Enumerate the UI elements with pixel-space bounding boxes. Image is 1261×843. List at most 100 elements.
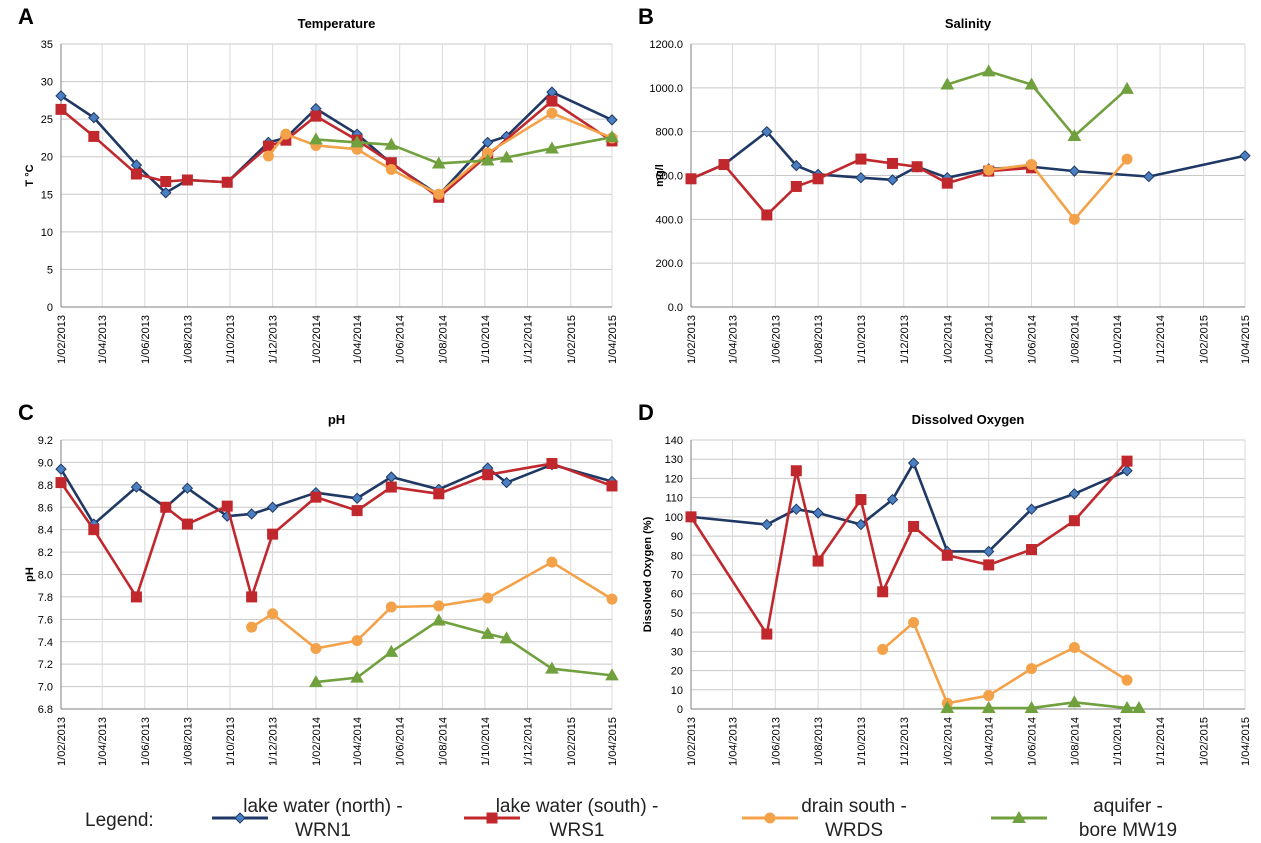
x-tick-label: 1/10/2013 — [225, 315, 237, 364]
x-tick-label: 1/02/2014 — [311, 717, 323, 766]
data-point-mw19 — [605, 130, 619, 143]
y-tick-label: 9.0 — [38, 457, 53, 469]
data-point-wrds — [433, 188, 445, 200]
series-line-mw19 — [315, 619, 613, 684]
x-tick-label: 1/06/2014 — [1027, 315, 1039, 364]
data-point-mw19 — [309, 675, 323, 688]
y-axis-label: pH — [24, 567, 36, 582]
chart-panel-B: B Salinity mg/l 0.0 200.0 400.0 600.0 800.0 1000… — [638, 4, 1252, 364]
data-point-wrds — [1121, 153, 1133, 165]
legend-entry-line1: lake water (north) - — [243, 796, 402, 817]
panel-letter: B — [638, 4, 654, 29]
data-point-wrds — [262, 150, 274, 162]
y-tick-label: 9.2 — [38, 435, 53, 447]
x-tick-label: 1/02/2014 — [942, 315, 954, 364]
data-point-wrds — [546, 107, 558, 119]
data-point-wrn1 — [790, 159, 803, 172]
data-point-mw19 — [350, 670, 364, 683]
data-point-wrs1 — [761, 628, 773, 640]
y-tick-label: 800.0 — [655, 127, 683, 139]
data-point-wrs1 — [267, 528, 279, 540]
x-tick-label: 1/10/2013 — [856, 717, 868, 766]
data-point-wrds — [310, 642, 322, 654]
y-tick-label: 30 — [41, 77, 53, 89]
x-tick-label: 1/12/2014 — [1155, 315, 1167, 364]
data-point-wrs1 — [160, 176, 172, 188]
series-line-wrn1 — [60, 90, 613, 197]
data-point-wrs1 — [160, 501, 172, 513]
chart-title: Salinity — [945, 16, 992, 31]
legend-entry-line2: WRN1 — [295, 820, 351, 841]
y-tick-label: 110 — [665, 493, 683, 505]
data-point-wrds — [1026, 663, 1038, 675]
legend-entry-line1: lake water (south) - — [496, 796, 659, 817]
y-tick-label: 130 — [665, 454, 683, 466]
data-point-wrn1 — [1068, 488, 1081, 500]
data-point-mw19 — [1120, 81, 1134, 94]
data-point-wrs1 — [310, 491, 322, 503]
legend-entry-wrn1: lake water (north) - WRN1 — [212, 796, 403, 841]
y-tick-label: 7.0 — [38, 682, 53, 694]
data-point-wrs1 — [983, 559, 995, 571]
y-tick-label: 200.0 — [655, 258, 683, 270]
x-tick-label: 1/02/2015 — [1199, 717, 1211, 766]
x-tick-label: 1/02/2014 — [942, 717, 954, 766]
x-tick-label: 1/04/2015 — [607, 717, 619, 766]
data-point-wrs1 — [310, 110, 322, 122]
panel-letter: A — [18, 4, 34, 29]
legend-entry-line2: bore MW19 — [1079, 820, 1177, 841]
legend-swatch-marker — [234, 812, 246, 824]
data-point-wrn1 — [886, 174, 899, 186]
data-point-mw19 — [384, 137, 399, 150]
data-point-wrn1 — [351, 492, 363, 504]
series-line-wrds — [267, 111, 613, 196]
data-point-mw19 — [1120, 701, 1134, 714]
y-tick-label: 140 — [665, 435, 683, 447]
x-tick-label: 1/06/2014 — [395, 717, 407, 766]
data-point-wrn1 — [855, 171, 867, 184]
series-line-wrn1 — [59, 463, 613, 526]
y-tick-label: 100 — [665, 512, 683, 524]
y-tick-label: 60 — [671, 589, 683, 601]
y-tick-label: 70 — [671, 570, 683, 582]
data-point-wrn1 — [55, 90, 67, 102]
data-point-wrs1 — [941, 549, 953, 561]
y-tick-label: 8.0 — [38, 570, 53, 582]
data-point-mw19 — [499, 631, 514, 644]
x-tick-label: 1/12/2013 — [268, 717, 280, 766]
data-point-wrs1 — [718, 159, 730, 171]
x-tick-label: 1/06/2013 — [770, 315, 782, 364]
legend-entry-line2: WRDS — [825, 820, 883, 841]
x-tick-label: 1/04/2014 — [984, 717, 996, 766]
x-tick-label: 1/08/2014 — [1069, 315, 1081, 364]
data-point-wrds — [908, 617, 920, 629]
x-tick-label: 1/12/2013 — [268, 315, 280, 364]
x-tick-label: 1/02/2013 — [56, 717, 68, 766]
chart-panel-D: D Dissolved Oxygen Dissolved Oxygen (%) 0 10… — [638, 400, 1252, 766]
y-tick-label: 6.8 — [38, 704, 53, 716]
x-tick-label: 1/10/2014 — [1112, 315, 1124, 364]
data-point-wrds — [877, 643, 889, 655]
y-tick-label: 20 — [671, 666, 683, 678]
x-tick-label: 1/08/2014 — [1069, 717, 1081, 766]
data-point-wrds — [546, 556, 558, 568]
series-wrds — [877, 617, 1133, 709]
y-tick-label: 10 — [41, 227, 53, 239]
x-tick-label: 1/10/2014 — [1112, 717, 1124, 766]
data-point-wrs1 — [685, 511, 697, 523]
data-point-wrds — [1026, 159, 1038, 171]
data-point-wrn1 — [88, 111, 100, 124]
y-tick-label: 7.2 — [38, 659, 53, 671]
data-point-wrn1 — [606, 114, 618, 126]
y-tick-label: 1000.0 — [649, 83, 683, 95]
data-point-wrds — [385, 601, 397, 613]
data-point-wrs1 — [433, 488, 445, 500]
x-tick-label: 1/06/2014 — [1027, 717, 1039, 766]
data-point-wrs1 — [790, 180, 802, 192]
x-tick-label: 1/04/2013 — [97, 315, 109, 364]
x-tick-label: 1/04/2014 — [984, 315, 996, 364]
data-point-wrs1 — [385, 481, 397, 493]
data-point-wrs1 — [812, 173, 824, 185]
legend-swatch-marker — [764, 812, 776, 824]
x-tick-label: 1/10/2014 — [480, 717, 492, 766]
